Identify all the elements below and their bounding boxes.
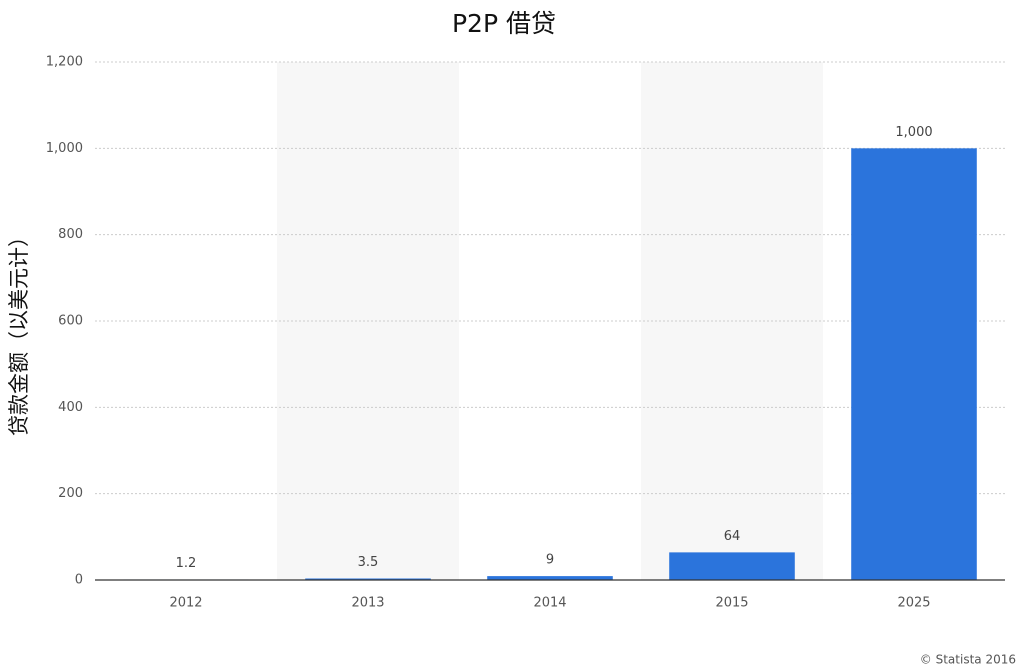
y-tick-label: 0 [75, 573, 83, 588]
y-axis-label: 贷款金额（以美元计） [7, 226, 31, 436]
value-label: 1,000 [895, 125, 932, 140]
y-tick-label: 800 [58, 227, 83, 242]
x-tick-label: 2015 [715, 596, 748, 611]
x-tick-label: 2014 [533, 596, 566, 611]
chart-title: P2P 借贷 [452, 9, 556, 38]
y-tick-label: 1,000 [46, 141, 83, 156]
x-tick-label: 2025 [897, 596, 930, 611]
value-label: 64 [724, 529, 741, 544]
value-label: 3.5 [358, 555, 379, 570]
y-tick-label: 400 [58, 400, 83, 415]
y-tick-label: 200 [58, 486, 83, 501]
source-credit: © Statista 2016 [920, 653, 1016, 667]
bar [851, 148, 977, 581]
value-label: 9 [546, 553, 554, 568]
y-tick-label: 600 [58, 314, 83, 329]
y-tick-label: 1,200 [46, 55, 83, 70]
x-tick-label: 2013 [351, 596, 384, 611]
bar [487, 576, 613, 580]
bar [669, 552, 795, 580]
x-tick-label: 2012 [169, 596, 202, 611]
bar [305, 578, 431, 580]
value-label: 1.2 [176, 556, 197, 571]
